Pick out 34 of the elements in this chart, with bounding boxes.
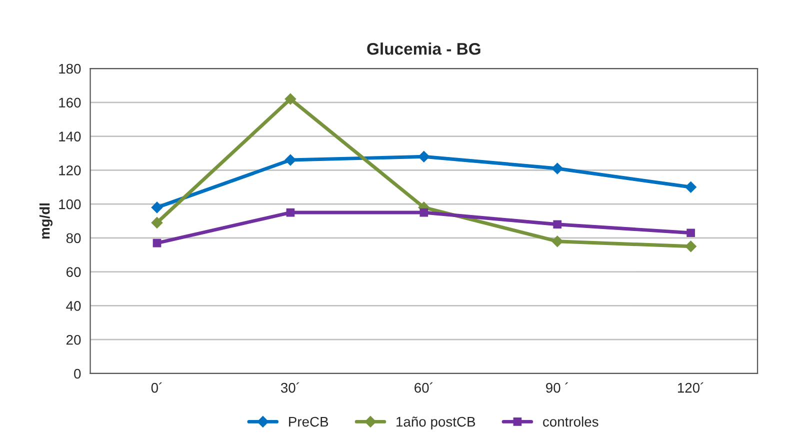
y-tick-label: 160 [59,98,81,108]
point [685,240,696,252]
y-tick-label: 120 [59,166,81,176]
x-tick-label: 60´ [414,382,433,393]
y-tick-label: 60 [66,267,81,277]
y-tick-label: 0 [74,368,81,379]
x-tick-label: 30´ [280,382,300,393]
x-tick-label: 0´ [151,382,162,393]
point [286,208,295,217]
x-tick-label: 90 ´ [546,382,568,393]
y-tick-label: 140 [59,132,81,142]
y-tick-label: 20 [66,334,81,345]
point [418,151,430,162]
point [284,93,296,105]
legend-label: controles [543,416,598,427]
point [152,238,162,248]
point [151,217,163,228]
point [552,162,563,174]
point [151,202,163,214]
point [552,236,563,247]
point [420,208,428,217]
legend-label: 1año postCB [396,416,476,430]
chart-title: Glucemia - BG [367,42,480,55]
y-axis-title: mg/dl [40,203,53,239]
y-tick-label: 180 [59,64,81,74]
point [284,154,296,166]
y-tick-label: 80 [66,233,81,244]
point [685,182,696,193]
legend-label: PreCB [289,416,328,427]
point [686,228,695,238]
y-tick-label: 100 [59,199,81,210]
y-tick-label: 40 [66,301,81,311]
x-tick-label: 120´ [678,382,704,393]
point [553,220,562,229]
